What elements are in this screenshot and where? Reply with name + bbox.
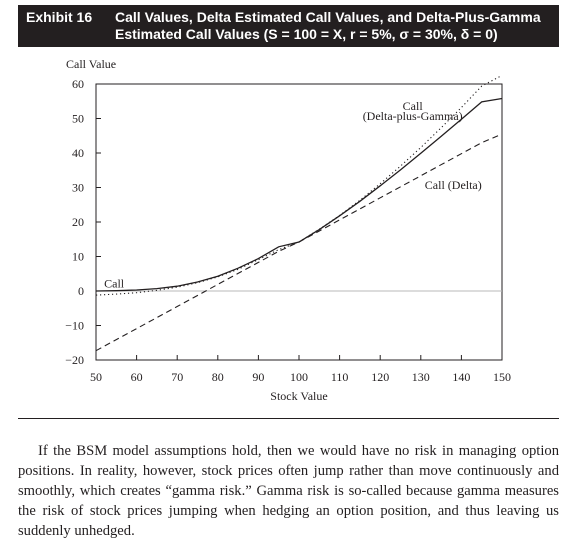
y-axis-title: Call Value: [66, 57, 116, 71]
y-tick-label: 60: [72, 77, 84, 91]
x-tick-label: 60: [131, 370, 143, 384]
x-tick-label: 150: [493, 370, 511, 384]
exhibit-bottom-rule: [18, 418, 559, 419]
y-tick-label: 30: [72, 181, 84, 195]
y-tick-label: 10: [72, 250, 84, 264]
x-tick-label: 140: [452, 370, 470, 384]
exhibit-header: Exhibit 16 Call Values, Delta Estimated …: [18, 5, 559, 47]
y-tick-label: 20: [72, 215, 84, 229]
y-tick-label: −20: [65, 353, 84, 367]
x-axis-title: Stock Value: [270, 389, 327, 403]
series-line-dotted: [95, 74, 503, 296]
x-tick-label: 70: [171, 370, 183, 384]
series-annotation: Call (Delta): [425, 178, 482, 192]
exhibit-title: Call Values, Delta Estimated Call Values…: [115, 9, 541, 42]
y-tick-label: 40: [72, 146, 84, 160]
series-line-dashed: [95, 133, 503, 352]
x-tick-label: 130: [412, 370, 430, 384]
x-tick-label: 50: [90, 370, 102, 384]
body-paragraph-text: If the BSM model assumptions hold, then …: [18, 443, 559, 539]
x-tick-label: 80: [212, 370, 224, 384]
call-value-chart: −20 −10 0 10 20 30 40 50 60 50 60 70 80 90 100 110 120 13…: [65, 57, 511, 403]
x-tick-label: 110: [331, 370, 349, 384]
series-annotation: (Delta-plus-Gamma): [363, 109, 463, 123]
body-paragraph: If the BSM model assumptions hold, then …: [18, 441, 559, 541]
plot-frame: [95, 83, 503, 361]
series-line-solid: [95, 97, 503, 292]
y-tick-label: 0: [78, 284, 84, 298]
x-tick-label: 90: [252, 370, 264, 384]
series-annotation: Call: [403, 99, 424, 113]
y-tick-label: −10: [65, 319, 84, 333]
exhibit-label: Exhibit 16: [26, 9, 93, 25]
x-tick-label: 100: [290, 370, 308, 384]
series-annotation: Call: [104, 277, 125, 291]
x-tick-label: 120: [371, 370, 389, 384]
y-tick-label: 50: [72, 112, 84, 126]
